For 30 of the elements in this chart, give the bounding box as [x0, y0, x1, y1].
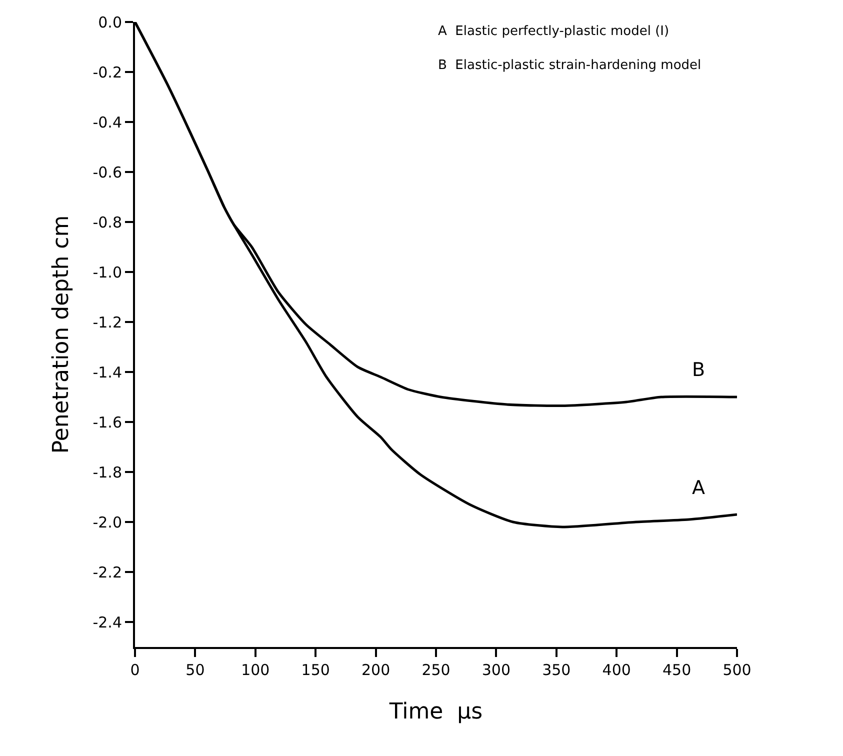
x-tick-label: 100: [241, 661, 270, 679]
x-tick-label: 150: [301, 661, 330, 679]
x-tick-label: 300: [482, 661, 511, 679]
y-tick-label: -1.4: [92, 363, 122, 382]
x-tick-label: 250: [422, 661, 450, 679]
x-tick-label: 200: [361, 661, 390, 679]
x-tick-label: 400: [602, 661, 631, 679]
y-tick-label: -0.2: [92, 63, 122, 82]
y-tick-label: -2.4: [92, 613, 122, 632]
y-tick-label: -0.4: [92, 113, 122, 132]
y-axis-title: Penetration depth cm: [49, 215, 74, 454]
y-tick-label: -2.2: [92, 563, 122, 582]
series-label: B: [692, 359, 706, 381]
y-tick-label: -1.0: [92, 263, 122, 282]
y-tick-label: -1.2: [92, 313, 122, 332]
x-tick-label: 450: [662, 661, 692, 679]
annotation: A Elastic perfectly-plastic model (I): [438, 24, 670, 39]
y-tick-label: 0.0: [98, 13, 122, 32]
x-tick-label: 500: [722, 661, 752, 679]
x-tick-label: 350: [542, 661, 571, 679]
y-tick-label: -2.0: [92, 513, 122, 532]
annotation: B Elastic-plastic strain-hardening model: [438, 58, 702, 73]
x-tick-label: 0: [130, 661, 140, 679]
y-tick-label: -1.8: [92, 463, 122, 482]
series-label: A: [692, 477, 705, 499]
y-tick-label: -1.6: [92, 413, 122, 432]
y-tick-label: -0.6: [92, 163, 122, 182]
x-tick-label: 50: [186, 661, 205, 679]
y-tick-label: -0.8: [92, 213, 122, 232]
x-axis-title: Time μs: [388, 699, 483, 724]
